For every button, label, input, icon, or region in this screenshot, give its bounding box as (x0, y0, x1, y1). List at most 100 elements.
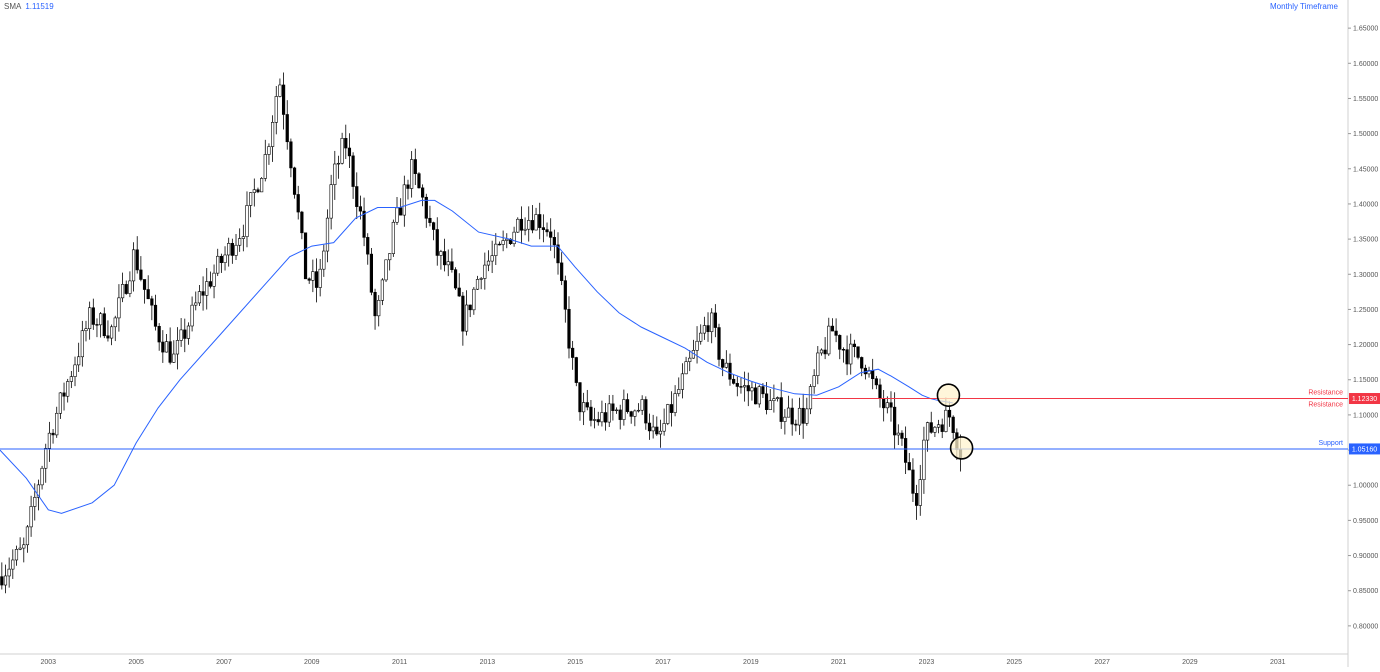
candle-body (366, 237, 370, 255)
candle-body (768, 400, 772, 410)
y-tick-label: 1.20000 (1353, 342, 1378, 349)
candle-body (534, 214, 538, 231)
candle-body (801, 407, 805, 424)
candle-body (483, 264, 487, 279)
candle-body (922, 439, 926, 480)
y-tick-label: 0.85000 (1353, 588, 1378, 595)
candle-body (790, 407, 794, 425)
candle-body (413, 159, 417, 174)
candle-body (830, 325, 835, 332)
candle-body (77, 356, 81, 366)
candle-body (779, 397, 783, 422)
support-price-tag (1349, 443, 1380, 455)
candle-body (786, 407, 791, 418)
candle-body (775, 397, 780, 399)
candle-body (457, 287, 461, 297)
candle-body (823, 349, 827, 355)
candle-body (501, 240, 505, 245)
candle-body (402, 184, 406, 216)
candle-body (585, 402, 589, 408)
candle-body (300, 211, 304, 234)
candle-body (186, 325, 191, 339)
candle-body (468, 304, 472, 311)
candle-body (33, 497, 37, 507)
candle-body (0, 576, 4, 586)
y-tick-label: 0.90000 (1353, 553, 1378, 560)
candle-body (124, 284, 128, 294)
candle-body (355, 186, 359, 207)
candle-body (479, 278, 483, 280)
candle-body (629, 411, 633, 417)
resistance-label: Resistance (1308, 390, 1343, 397)
candle-body (153, 304, 158, 327)
candle-body (271, 122, 275, 147)
x-tick-label: 2009 (304, 659, 320, 666)
candle-body (139, 269, 143, 280)
candle-body (523, 228, 527, 231)
sma-indicator-label[interactable]: SMA 1.11519 (4, 2, 54, 11)
candle-body (55, 412, 59, 436)
candle-body (73, 364, 77, 377)
candle-body (607, 403, 611, 423)
candle-body (728, 362, 732, 380)
x-tick-label: 2019 (743, 659, 759, 666)
candle-body (399, 207, 403, 216)
candle-body (395, 207, 399, 223)
candle-body (871, 370, 875, 380)
candle-body (560, 262, 564, 281)
candle-body (318, 268, 322, 288)
candle-body (168, 341, 172, 363)
candle-body (695, 340, 699, 351)
candle-body (933, 426, 937, 433)
candle-body (743, 385, 747, 388)
candle-body (618, 409, 622, 420)
resistance-price-tag (1349, 393, 1380, 405)
candle-body (710, 312, 714, 333)
candle-body (263, 154, 267, 179)
candle-body (84, 328, 88, 332)
candle-body (904, 438, 908, 463)
candle-body (230, 243, 234, 256)
candle-body (461, 295, 465, 332)
candle-body (549, 231, 553, 238)
x-tick-label: 2029 (1182, 659, 1198, 666)
candle-body (40, 467, 44, 486)
candle-body (717, 327, 721, 360)
candle-body (391, 221, 395, 254)
candle-body (131, 249, 136, 282)
candle-body (450, 261, 454, 270)
candle-body (351, 155, 355, 187)
candle-body (900, 432, 904, 439)
candle-body (157, 326, 161, 343)
candle-body (212, 272, 216, 287)
candle-body (380, 279, 384, 301)
candle-body (252, 189, 256, 193)
candle-body (238, 238, 242, 246)
candle-body (80, 330, 84, 358)
candle-body (322, 250, 326, 270)
candle-body (14, 549, 19, 561)
candle-body (772, 398, 776, 402)
x-tick-label: 2023 (919, 659, 935, 666)
candle-body (732, 378, 736, 384)
candle-body (545, 229, 549, 233)
candle-body (241, 236, 245, 239)
candle-body (812, 375, 816, 387)
candle-body (622, 399, 626, 420)
candle-body (541, 227, 545, 230)
candle-body (435, 229, 439, 256)
candle-body (834, 330, 838, 336)
candle-body (314, 271, 319, 288)
candle-body (636, 409, 641, 412)
candle-body (797, 407, 802, 426)
candle-body (472, 288, 476, 311)
candle-body (175, 340, 180, 355)
candle-body (69, 376, 73, 382)
candle-body (640, 399, 644, 411)
candle-body (11, 559, 15, 570)
candle-body (490, 255, 494, 262)
candle-body (567, 308, 571, 349)
candle-body (911, 469, 915, 494)
